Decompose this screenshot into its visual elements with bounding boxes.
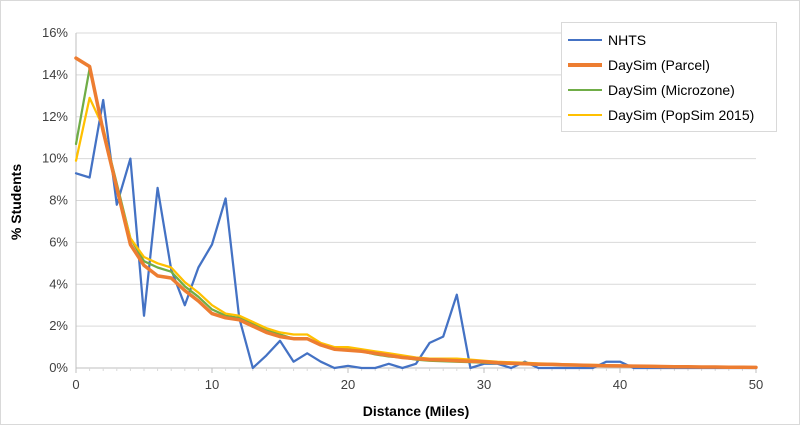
y-tick-label: 2% bbox=[49, 318, 68, 333]
x-axis-title: Distance (Miles) bbox=[363, 403, 470, 419]
legend-swatch-daysim-popsim bbox=[568, 114, 602, 116]
y-tick-label: 8% bbox=[49, 193, 68, 208]
legend: NHTS DaySim (Parcel) DaySim (Microzone) … bbox=[561, 22, 777, 132]
x-tick-label: 40 bbox=[613, 377, 627, 392]
y-tick-label: 10% bbox=[42, 151, 68, 166]
legend-swatch-nhts bbox=[568, 39, 602, 41]
legend-label: DaySim (PopSim 2015) bbox=[608, 107, 755, 123]
legend-label: DaySim (Microzone) bbox=[608, 82, 735, 98]
y-tick-label: 16% bbox=[42, 25, 68, 40]
x-tick-label: 0 bbox=[72, 377, 79, 392]
y-axis-title: % Students bbox=[8, 164, 24, 240]
y-tick-label: 12% bbox=[42, 109, 68, 124]
x-tick-label: 20 bbox=[341, 377, 355, 392]
x-tick-label: 50 bbox=[749, 377, 763, 392]
legend-item-daysim-microzone: DaySim (Microzone) bbox=[568, 80, 735, 100]
y-tick-label: 0% bbox=[49, 360, 68, 375]
series-lines bbox=[74, 56, 758, 370]
series-line-daysim-popsim bbox=[74, 96, 758, 369]
y-tick-label: 4% bbox=[49, 276, 68, 291]
y-tick-label: 6% bbox=[49, 234, 68, 249]
x-tick-label: 10 bbox=[205, 377, 219, 392]
series-line-nhts bbox=[74, 98, 758, 370]
series-line-daysim-parcel bbox=[74, 56, 758, 370]
x-tick-label: 30 bbox=[477, 377, 491, 392]
legend-label: DaySim (Parcel) bbox=[608, 57, 710, 73]
legend-swatch-daysim-microzone bbox=[568, 89, 602, 91]
legend-item-daysim-parcel: DaySim (Parcel) bbox=[568, 55, 710, 75]
y-tick-label: 14% bbox=[42, 67, 68, 82]
tick-labels: 0% 2% 4% 6% 8% 10% 12% 14% 16% 0 10 20 30 40 50 bbox=[42, 25, 763, 392]
legend-label: NHTS bbox=[608, 32, 647, 48]
legend-item-daysim-popsim: DaySim (PopSim 2015) bbox=[568, 105, 754, 125]
legend-item-nhts: NHTS bbox=[568, 30, 646, 50]
legend-swatch-daysim-parcel bbox=[568, 63, 602, 67]
